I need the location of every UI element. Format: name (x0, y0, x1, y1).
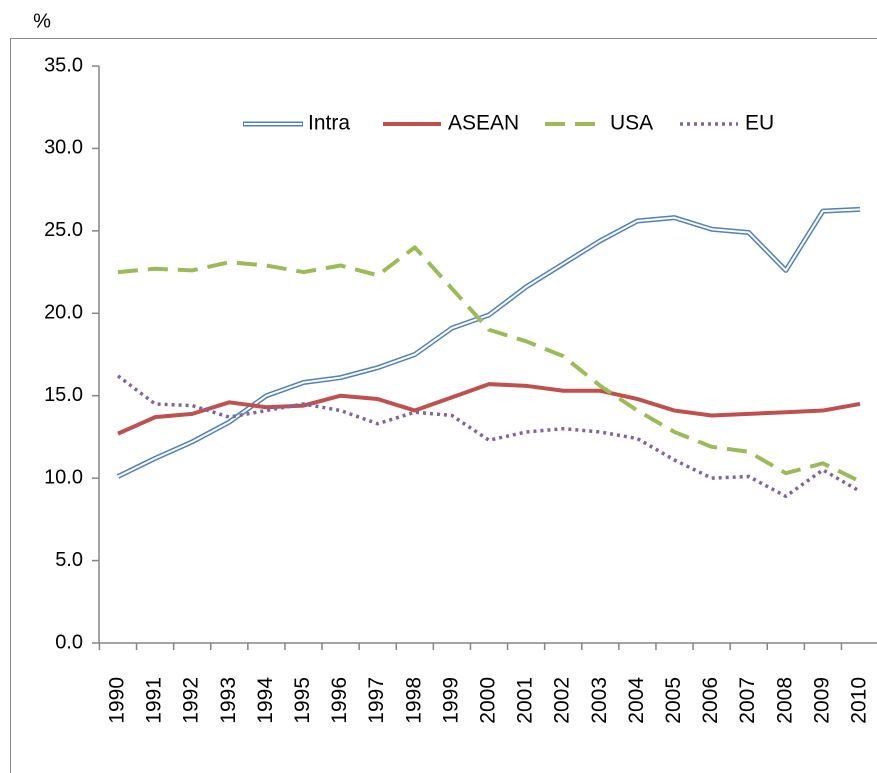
y-tick-label: 5.0 (55, 549, 83, 571)
frame (10, 38, 877, 773)
x-tick-label: 2004 (625, 677, 648, 724)
x-tick-label: 1993 (217, 677, 240, 724)
x-tick-label: 1998 (402, 677, 425, 724)
y-tick-label: 20.0 (44, 302, 83, 324)
y-axis-label: % (33, 10, 51, 32)
series-line (116, 374, 861, 499)
series-line (117, 382, 861, 436)
x-tick-label: 1992 (180, 677, 203, 724)
x-tick-label: 2002 (551, 677, 574, 724)
legend-label: EU (745, 112, 774, 135)
legend-label: USA (610, 112, 653, 135)
x-tick-label: 2000 (477, 677, 500, 724)
y-tick-label: 30.0 (44, 137, 83, 159)
x-tick-label: 2005 (662, 677, 685, 724)
x-tick-label: 2003 (588, 677, 611, 724)
x-tick-label: 2008 (773, 677, 796, 724)
legend-label: ASEAN (448, 112, 519, 135)
x-tick-label: 1994 (254, 677, 277, 724)
y-tick-label: 25.0 (44, 219, 83, 241)
x-tick-label: 2009 (810, 677, 833, 724)
y-tick-label: 35.0 (44, 54, 83, 76)
x-tick-label: 1996 (328, 677, 351, 724)
x-tick-label: 1999 (439, 677, 462, 724)
series-line (116, 206, 861, 479)
y-tick-label: 10.0 (44, 466, 83, 488)
x-tick-label: 2001 (514, 677, 537, 724)
y-tick-label: 15.0 (44, 384, 83, 406)
x-tick-label: 1997 (365, 677, 388, 724)
x-tick-label: 2006 (699, 677, 722, 724)
series-line-inner (117, 208, 861, 478)
legend-label: Intra (308, 112, 350, 135)
y-tick-label: 0.0 (55, 631, 83, 653)
x-tick-label: 1990 (106, 677, 129, 724)
x-tick-label: 2007 (736, 677, 759, 724)
x-tick-label: 1991 (143, 677, 166, 724)
series-line (117, 245, 861, 484)
x-tick-label: 2010 (848, 677, 871, 724)
x-tick-label: 1995 (291, 677, 314, 724)
